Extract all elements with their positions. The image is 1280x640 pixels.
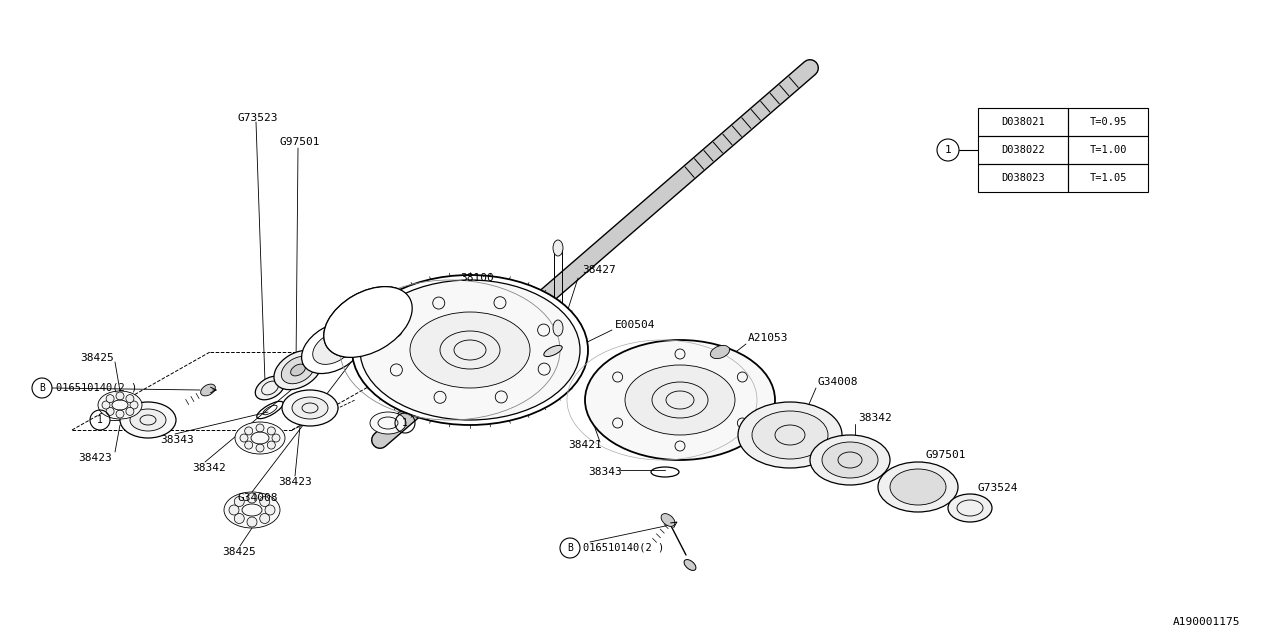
Ellipse shape: [822, 442, 878, 478]
Ellipse shape: [625, 365, 735, 435]
Ellipse shape: [282, 356, 315, 384]
Text: 38423: 38423: [278, 477, 312, 487]
Text: D038023: D038023: [1001, 173, 1044, 183]
Circle shape: [244, 441, 252, 449]
Ellipse shape: [324, 287, 412, 357]
Circle shape: [106, 395, 114, 403]
Ellipse shape: [324, 287, 412, 357]
Text: 016510140(2 ): 016510140(2 ): [582, 543, 664, 553]
Text: 1: 1: [402, 418, 408, 428]
Text: 38342: 38342: [192, 463, 225, 473]
Circle shape: [229, 505, 239, 515]
Ellipse shape: [255, 376, 284, 400]
Text: 38425: 38425: [79, 353, 114, 363]
Text: 38343: 38343: [588, 467, 622, 477]
Text: G97501: G97501: [925, 450, 965, 460]
Ellipse shape: [236, 422, 285, 454]
Text: 38427: 38427: [582, 265, 616, 275]
Circle shape: [125, 408, 134, 415]
Ellipse shape: [224, 492, 280, 528]
Ellipse shape: [410, 312, 530, 388]
Bar: [1068, 136, 1148, 164]
Circle shape: [244, 427, 252, 435]
Bar: [1068, 108, 1148, 136]
Text: 38425: 38425: [221, 547, 256, 557]
Text: B: B: [567, 543, 573, 553]
Text: 38421: 38421: [568, 440, 602, 450]
Ellipse shape: [585, 340, 774, 460]
Circle shape: [102, 401, 110, 409]
Ellipse shape: [739, 402, 842, 468]
Text: 38343: 38343: [160, 435, 193, 445]
Text: A190001175: A190001175: [1172, 617, 1240, 627]
Ellipse shape: [710, 346, 730, 358]
Bar: [978, 108, 1068, 136]
Ellipse shape: [753, 411, 828, 459]
Text: 38100: 38100: [460, 273, 494, 283]
Text: 1: 1: [97, 415, 102, 425]
Circle shape: [260, 497, 270, 506]
Ellipse shape: [292, 397, 328, 419]
Ellipse shape: [684, 559, 696, 570]
Ellipse shape: [120, 402, 177, 438]
Circle shape: [116, 392, 124, 400]
Text: 1: 1: [945, 145, 951, 155]
Text: T=0.95: T=0.95: [1089, 117, 1126, 127]
Ellipse shape: [337, 296, 399, 348]
Circle shape: [241, 434, 248, 442]
Ellipse shape: [553, 320, 563, 336]
Circle shape: [125, 395, 134, 403]
Text: E00504: E00504: [614, 320, 655, 330]
Text: G73523: G73523: [238, 113, 279, 123]
Text: 38342: 38342: [858, 413, 892, 423]
Circle shape: [268, 441, 275, 449]
Text: G34008: G34008: [818, 377, 859, 387]
Ellipse shape: [99, 391, 142, 419]
Ellipse shape: [291, 364, 306, 376]
Circle shape: [268, 427, 275, 435]
Circle shape: [247, 493, 257, 503]
Text: G97501: G97501: [280, 137, 320, 147]
Circle shape: [260, 513, 270, 524]
Ellipse shape: [890, 469, 946, 505]
Text: 38423: 38423: [78, 453, 111, 463]
Circle shape: [265, 505, 275, 515]
Bar: [978, 164, 1068, 192]
Circle shape: [116, 410, 124, 418]
Text: T=1.00: T=1.00: [1089, 145, 1126, 155]
Text: G73524: G73524: [978, 483, 1019, 493]
Ellipse shape: [312, 332, 353, 364]
Ellipse shape: [660, 513, 675, 527]
Ellipse shape: [810, 435, 890, 485]
Text: T=1.05: T=1.05: [1089, 173, 1126, 183]
Circle shape: [234, 513, 244, 524]
Ellipse shape: [360, 280, 580, 420]
Text: B: B: [40, 383, 45, 393]
Ellipse shape: [201, 384, 215, 396]
Circle shape: [256, 444, 264, 452]
Ellipse shape: [878, 462, 957, 512]
Circle shape: [234, 497, 244, 506]
Circle shape: [256, 424, 264, 432]
Ellipse shape: [370, 412, 406, 434]
Circle shape: [273, 434, 280, 442]
Ellipse shape: [274, 350, 323, 390]
Ellipse shape: [282, 390, 338, 426]
Ellipse shape: [131, 409, 166, 431]
Text: D038022: D038022: [1001, 145, 1044, 155]
Text: G34008: G34008: [238, 493, 279, 503]
Ellipse shape: [544, 346, 562, 356]
Text: A21053: A21053: [748, 333, 788, 343]
Ellipse shape: [352, 275, 588, 425]
Bar: [978, 136, 1068, 164]
Circle shape: [131, 401, 138, 409]
Ellipse shape: [948, 494, 992, 522]
Text: D038021: D038021: [1001, 117, 1044, 127]
Ellipse shape: [553, 240, 563, 256]
Circle shape: [247, 517, 257, 527]
Ellipse shape: [302, 323, 365, 374]
Text: 016510140(2 ): 016510140(2 ): [56, 383, 137, 393]
Circle shape: [106, 408, 114, 415]
Bar: [1068, 164, 1148, 192]
